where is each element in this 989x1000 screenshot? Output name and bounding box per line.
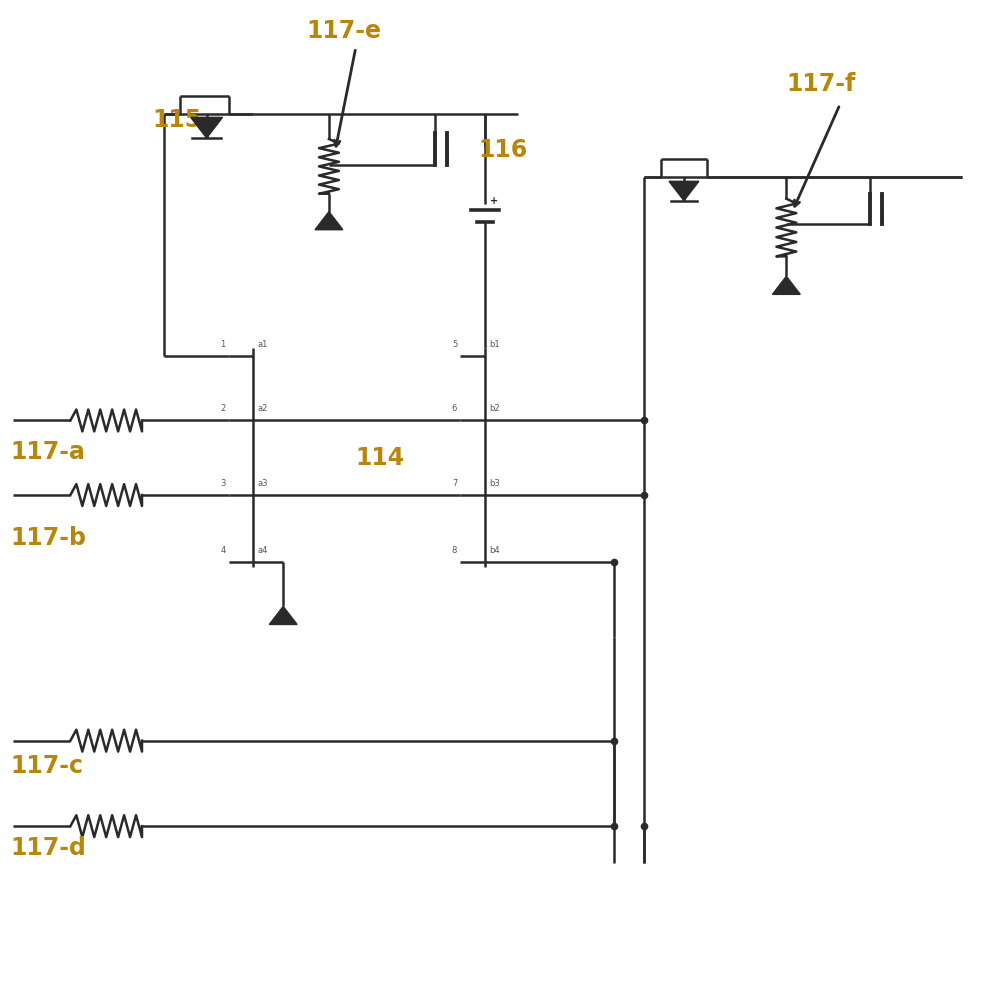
Text: a4: a4 [257,546,268,555]
Text: 117-b: 117-b [11,526,87,550]
Text: a3: a3 [257,479,268,488]
Text: 117-d: 117-d [11,836,87,860]
Polygon shape [191,117,223,138]
Text: 115: 115 [152,108,201,132]
Text: b1: b1 [489,340,499,349]
Text: +: + [490,196,498,206]
Text: b3: b3 [489,479,499,488]
Text: a2: a2 [257,404,268,413]
Text: a1: a1 [257,340,268,349]
Text: b4: b4 [489,546,499,555]
Text: 8: 8 [452,546,457,555]
Polygon shape [772,276,800,294]
Text: 117-c: 117-c [11,754,84,778]
Polygon shape [269,606,297,624]
Text: 7: 7 [452,479,457,488]
Text: 2: 2 [221,404,225,413]
Text: 117-e: 117-e [306,19,381,43]
Text: 116: 116 [478,138,527,162]
Text: 6: 6 [452,404,457,413]
Text: 117-a: 117-a [11,440,86,464]
Text: 114: 114 [356,446,405,470]
Polygon shape [669,181,699,201]
Text: b2: b2 [489,404,499,413]
Text: 1: 1 [221,340,225,349]
Text: 4: 4 [221,546,225,555]
Text: 5: 5 [452,340,457,349]
Text: 3: 3 [221,479,225,488]
Polygon shape [315,212,343,230]
Text: 117-f: 117-f [786,72,855,96]
